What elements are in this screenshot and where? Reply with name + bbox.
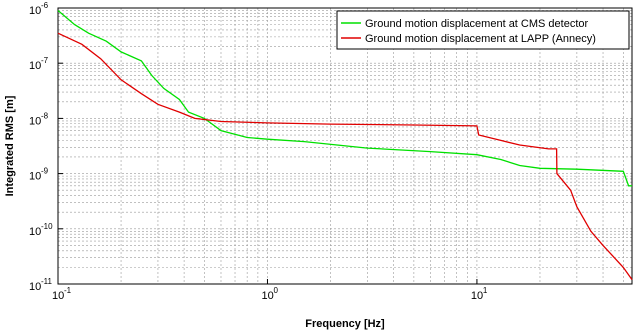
legend-label-lapp: Ground motion displacement at LAPP (Anne… [365, 33, 596, 45]
legend-label-cms: Ground motion displacement at CMS detect… [365, 18, 589, 30]
y-tick-exponent: -6 [41, 1, 49, 10]
legend-box [336, 10, 630, 50]
y-tick-label: 10 [29, 5, 41, 17]
grid [57, 7, 632, 285]
y-tick-label: 10 [29, 171, 41, 183]
y-axis-label: Integrated RMS [m] [4, 95, 16, 196]
y-tick-exponent: -9 [41, 167, 49, 176]
x-tick-exponent: 1 [483, 286, 488, 295]
x-tick-label: 10 [52, 290, 64, 302]
x-axis-label: Frequency [Hz] [305, 318, 385, 330]
plot-frame [57, 7, 633, 285]
series-line-cms [57, 10, 632, 187]
x-tick-exponent: 0 [273, 286, 278, 295]
x-tick-label: 10 [261, 290, 273, 302]
y-tick-label: 10 [29, 226, 41, 238]
x-tick-exponent: -1 [64, 286, 72, 295]
y-tick-label: 10 [29, 281, 41, 293]
y-tick-exponent: -8 [41, 111, 49, 120]
y-tick-label: 10 [29, 60, 41, 72]
y-tick-exponent: -7 [41, 56, 49, 65]
y-tick-exponent: -11 [41, 277, 53, 286]
x-tick-label: 10 [471, 290, 483, 302]
y-tick-exponent: -10 [41, 222, 53, 231]
legend: Ground motion displacement at CMS detect… [336, 10, 630, 50]
series-line-lapp [57, 32, 633, 280]
series-layer [57, 10, 633, 280]
y-tick-label: 10 [29, 115, 41, 127]
